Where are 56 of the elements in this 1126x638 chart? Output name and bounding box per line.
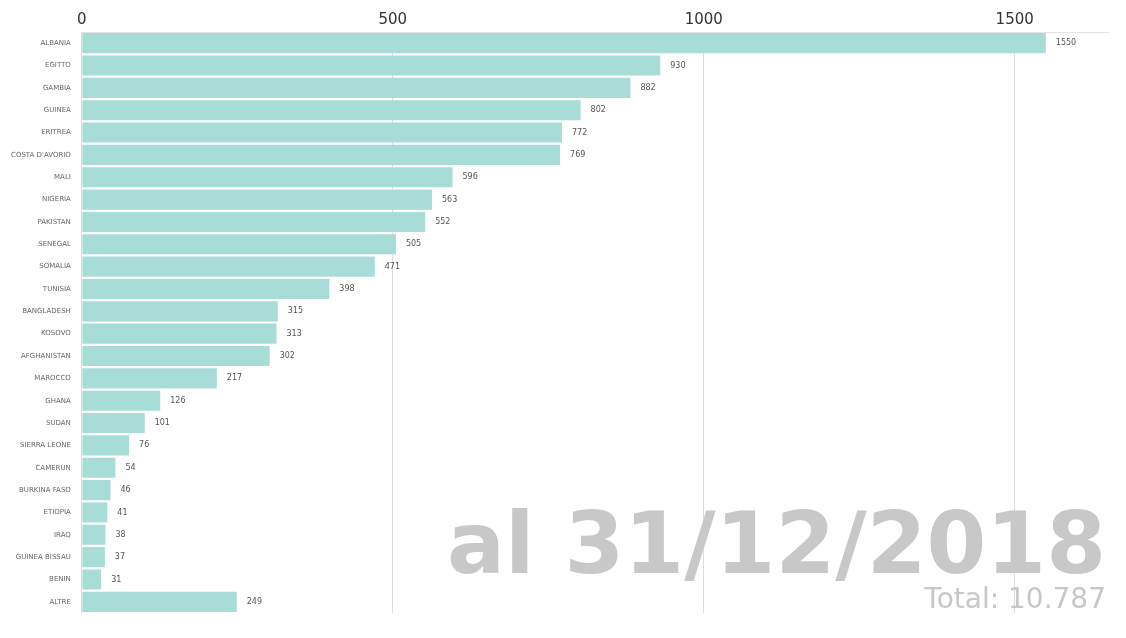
- data-label: 38: [115, 529, 126, 539]
- bar: [82, 77, 631, 98]
- bar: [82, 33, 1046, 54]
- bar: [82, 413, 145, 434]
- bar: [82, 278, 330, 300]
- bar: [82, 547, 105, 568]
- x-tick-label: 1500: [995, 9, 1034, 28]
- bar: [82, 167, 453, 188]
- data-label: 302: [279, 351, 295, 361]
- data-label: 772: [571, 127, 588, 137]
- data-label: 76: [139, 440, 150, 450]
- bar: [82, 569, 102, 590]
- bar: [82, 502, 108, 523]
- data-label: 802: [590, 105, 606, 115]
- data-label: 596: [462, 172, 478, 182]
- x-tick-label: 500: [378, 9, 408, 28]
- data-label: 41: [117, 507, 128, 517]
- data-label: 552: [435, 217, 451, 227]
- data-label: 54: [125, 462, 136, 472]
- data-label: 1550: [1055, 38, 1077, 48]
- bar: [82, 390, 161, 411]
- data-label: 398: [339, 284, 355, 294]
- bar: [82, 591, 237, 612]
- bar: [82, 144, 561, 165]
- bar: [82, 189, 432, 210]
- bar: [82, 122, 562, 143]
- bar: [82, 480, 111, 501]
- data-label: 217: [226, 373, 243, 383]
- bar: [82, 524, 106, 545]
- data-label: 31: [111, 574, 122, 584]
- data-label: 563: [441, 194, 458, 204]
- bar: [82, 211, 426, 232]
- bar: [82, 100, 581, 121]
- data-label: 769: [570, 149, 586, 159]
- data-label: 882: [640, 82, 656, 92]
- bar: [82, 234, 396, 255]
- x-tick-label: 0: [77, 9, 87, 28]
- data-label: 505: [405, 239, 422, 249]
- bar: [82, 256, 375, 277]
- x-tick-label: 1000: [684, 9, 723, 28]
- data-label: 37: [114, 552, 126, 562]
- bar: [82, 55, 661, 76]
- data-label: 471: [384, 261, 401, 271]
- data-label: 930: [670, 60, 686, 70]
- bar: [82, 301, 278, 322]
- bar: [82, 435, 130, 456]
- data-label: 126: [170, 395, 186, 405]
- data-label: 249: [246, 596, 262, 606]
- bar: [82, 457, 116, 478]
- bar: [82, 323, 277, 344]
- data-label: 315: [287, 306, 304, 316]
- data-label: 313: [286, 328, 302, 338]
- bar: [82, 345, 270, 367]
- data-label: 46: [120, 485, 131, 495]
- data-label: 101: [154, 418, 170, 428]
- bar: [82, 368, 217, 389]
